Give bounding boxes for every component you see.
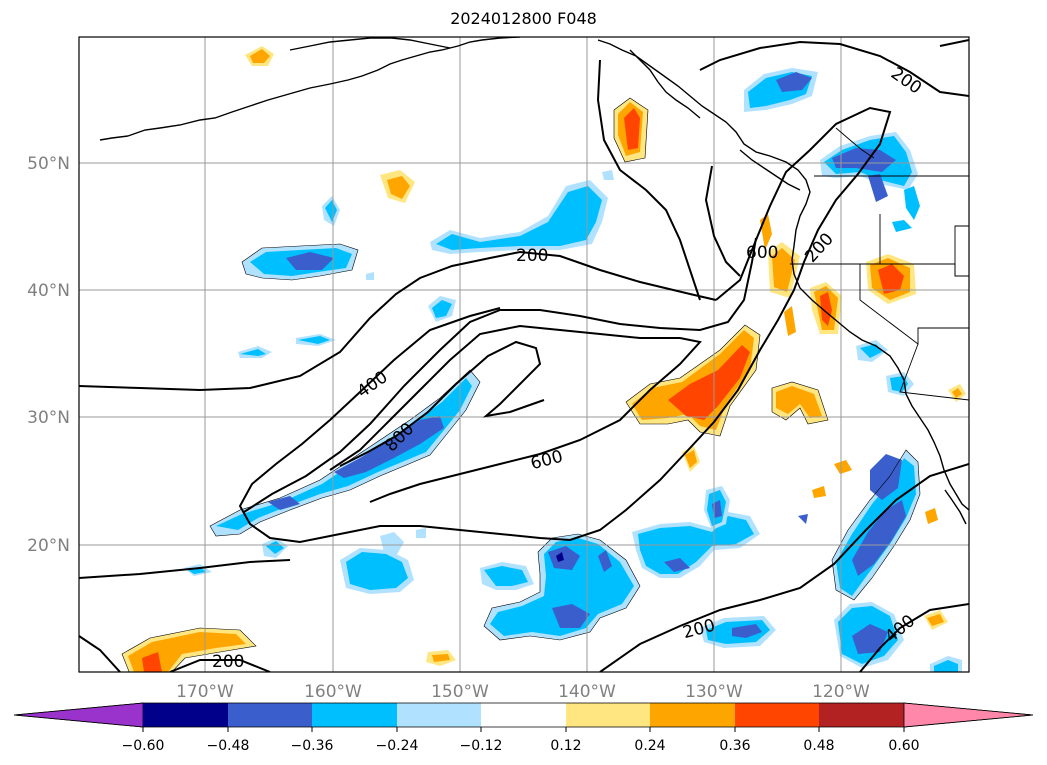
colorbar-segment — [819, 703, 904, 727]
map-area: 200 200 200 200 400 400 600 600 800 200 — [79, 37, 969, 672]
colorbar-segment — [566, 703, 650, 727]
shading-outlines — [121, 97, 921, 672]
lon-label: 170°W — [176, 682, 234, 702]
isotach-contours — [79, 39, 969, 672]
colorbar-ticks — [142, 727, 905, 732]
longitude-labels: 170°W 160°W 150°W 140°W 130°W 120°W — [176, 682, 870, 702]
colorbar-extend-min — [13, 702, 144, 728]
colorbar-tick-label: −0.60 — [122, 738, 165, 754]
lon-label: 140°W — [558, 682, 616, 702]
lon-label: 120°W — [812, 682, 870, 702]
lat-label: 30°N — [27, 408, 70, 428]
colorbar: −0.60 −0.48 −0.36 −0.24 −0.12 0.12 0.24 … — [13, 702, 1034, 754]
map-frame — [78, 36, 970, 673]
colorbar-segment — [650, 703, 735, 727]
colorbar-tick-label: −0.36 — [291, 738, 334, 754]
colorbar-segment — [228, 703, 312, 727]
colorbar-segment — [312, 703, 397, 727]
colorbar-tick-label: 0.60 — [888, 738, 919, 754]
colorbar-tick-label: −0.48 — [207, 738, 250, 754]
colorbar-segment — [735, 703, 819, 727]
contour-label: 600 — [746, 243, 778, 263]
contour-label: 200 — [212, 652, 244, 672]
colorbar-tick-label: −0.24 — [376, 738, 419, 754]
graticule — [79, 37, 969, 672]
latitude-labels: 50°N 40°N 30°N 20°N — [27, 154, 70, 556]
negative-shading — [184, 68, 962, 672]
colorbar-segment — [481, 703, 566, 727]
lat-label: 50°N — [27, 154, 70, 174]
colorbar-segment — [397, 703, 481, 727]
positive-shading — [122, 46, 966, 672]
colorbar-tick-label: 0.12 — [550, 738, 581, 754]
contour-label: 200 — [516, 246, 548, 266]
political-borders — [790, 127, 969, 401]
colorbar-tick-label: 0.36 — [719, 738, 750, 754]
lon-label: 150°W — [431, 682, 489, 702]
colorbar-extend-max — [903, 702, 1034, 728]
lat-label: 40°N — [27, 281, 70, 301]
colorbar-tick-label: −0.12 — [460, 738, 503, 754]
lon-label: 130°W — [685, 682, 743, 702]
lon-label: 160°W — [304, 682, 362, 702]
map-title: 2024012800 F048 — [450, 9, 597, 28]
lat-label: 20°N — [27, 536, 70, 556]
colorbar-tick-label: 0.24 — [634, 738, 665, 754]
colorbar-tick-label: 0.48 — [803, 738, 834, 754]
colorbar-segment — [143, 703, 228, 727]
coastlines — [99, 37, 969, 525]
